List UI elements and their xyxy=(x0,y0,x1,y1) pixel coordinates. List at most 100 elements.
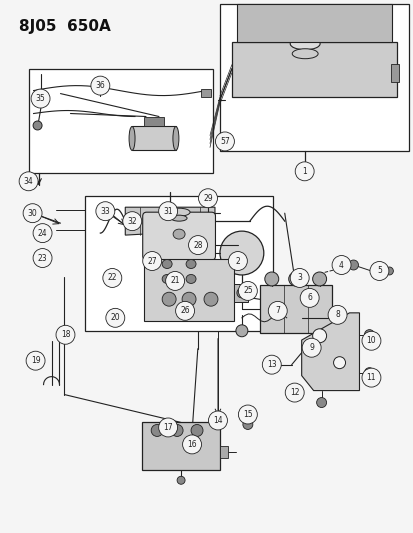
Circle shape xyxy=(163,206,173,216)
Text: 6: 6 xyxy=(306,293,311,302)
Circle shape xyxy=(288,272,302,286)
Circle shape xyxy=(96,201,114,221)
Circle shape xyxy=(171,424,183,437)
Circle shape xyxy=(123,212,141,231)
Circle shape xyxy=(142,252,161,270)
Text: 28: 28 xyxy=(193,240,202,249)
Bar xyxy=(219,4,408,151)
Ellipse shape xyxy=(162,260,172,269)
Text: 32: 32 xyxy=(127,216,137,225)
Circle shape xyxy=(202,193,212,203)
Circle shape xyxy=(188,236,207,255)
Text: 34: 34 xyxy=(24,177,33,186)
Circle shape xyxy=(162,292,176,306)
Bar xyxy=(142,423,219,470)
Text: 10: 10 xyxy=(366,336,375,345)
Circle shape xyxy=(264,272,278,286)
Polygon shape xyxy=(301,313,358,391)
Circle shape xyxy=(158,201,177,221)
Text: 2: 2 xyxy=(235,256,240,265)
Circle shape xyxy=(219,231,263,275)
Text: 13: 13 xyxy=(266,360,276,369)
Text: 36: 36 xyxy=(95,81,105,90)
Text: 23: 23 xyxy=(38,254,47,263)
Circle shape xyxy=(331,255,350,274)
Circle shape xyxy=(385,267,392,275)
Circle shape xyxy=(348,260,358,270)
Ellipse shape xyxy=(162,274,172,284)
Text: 29: 29 xyxy=(203,193,212,203)
Circle shape xyxy=(165,271,184,290)
Text: 30: 30 xyxy=(28,209,37,217)
Circle shape xyxy=(19,172,38,191)
Text: 8J05  650A: 8J05 650A xyxy=(19,19,110,34)
Text: 8: 8 xyxy=(335,310,339,319)
Circle shape xyxy=(236,288,246,298)
Circle shape xyxy=(190,424,202,437)
Circle shape xyxy=(182,292,196,306)
Circle shape xyxy=(333,357,345,369)
Circle shape xyxy=(33,248,52,268)
Text: 4: 4 xyxy=(338,261,343,270)
Bar xyxy=(236,4,392,42)
Text: 15: 15 xyxy=(242,410,252,419)
Text: 16: 16 xyxy=(187,440,197,449)
Text: 19: 19 xyxy=(31,356,40,365)
Bar xyxy=(28,69,212,173)
Bar xyxy=(219,447,228,458)
Polygon shape xyxy=(125,207,214,235)
Circle shape xyxy=(312,272,326,286)
Circle shape xyxy=(56,325,75,344)
Circle shape xyxy=(262,355,280,374)
Text: 9: 9 xyxy=(309,343,313,352)
Text: 33: 33 xyxy=(100,207,110,216)
Text: 5: 5 xyxy=(376,266,381,276)
Circle shape xyxy=(204,292,217,306)
Circle shape xyxy=(33,224,52,243)
Circle shape xyxy=(182,435,201,454)
Circle shape xyxy=(31,89,50,108)
Text: 24: 24 xyxy=(38,229,47,238)
Circle shape xyxy=(301,338,320,357)
Circle shape xyxy=(192,240,202,250)
Ellipse shape xyxy=(290,10,319,18)
Text: 1: 1 xyxy=(301,167,306,176)
Text: 25: 25 xyxy=(242,286,252,295)
Text: 31: 31 xyxy=(163,207,173,216)
Text: 17: 17 xyxy=(163,423,173,432)
Bar xyxy=(201,88,211,96)
Ellipse shape xyxy=(168,208,190,216)
Circle shape xyxy=(33,121,42,130)
Ellipse shape xyxy=(290,38,319,50)
Text: 3: 3 xyxy=(297,273,301,282)
Circle shape xyxy=(290,269,309,287)
Circle shape xyxy=(242,419,252,430)
Text: 27: 27 xyxy=(147,256,157,265)
Circle shape xyxy=(299,288,318,308)
Circle shape xyxy=(294,162,313,181)
Text: 12: 12 xyxy=(289,388,299,397)
Circle shape xyxy=(147,256,157,266)
Circle shape xyxy=(102,269,121,287)
Polygon shape xyxy=(370,269,387,273)
Circle shape xyxy=(238,405,257,424)
Circle shape xyxy=(235,325,247,337)
Circle shape xyxy=(175,301,194,320)
Text: 20: 20 xyxy=(110,313,120,322)
Ellipse shape xyxy=(173,126,178,150)
Circle shape xyxy=(215,132,234,151)
Bar xyxy=(144,117,164,126)
Circle shape xyxy=(361,368,380,387)
Ellipse shape xyxy=(294,18,316,25)
Circle shape xyxy=(363,368,373,377)
Bar xyxy=(144,259,233,321)
Circle shape xyxy=(177,477,185,484)
Bar xyxy=(259,285,331,333)
Circle shape xyxy=(106,309,124,327)
Circle shape xyxy=(312,329,326,343)
Text: 11: 11 xyxy=(366,373,375,382)
Circle shape xyxy=(285,383,304,402)
Text: 18: 18 xyxy=(61,330,70,340)
Text: 35: 35 xyxy=(36,94,45,103)
Text: 26: 26 xyxy=(180,306,190,316)
